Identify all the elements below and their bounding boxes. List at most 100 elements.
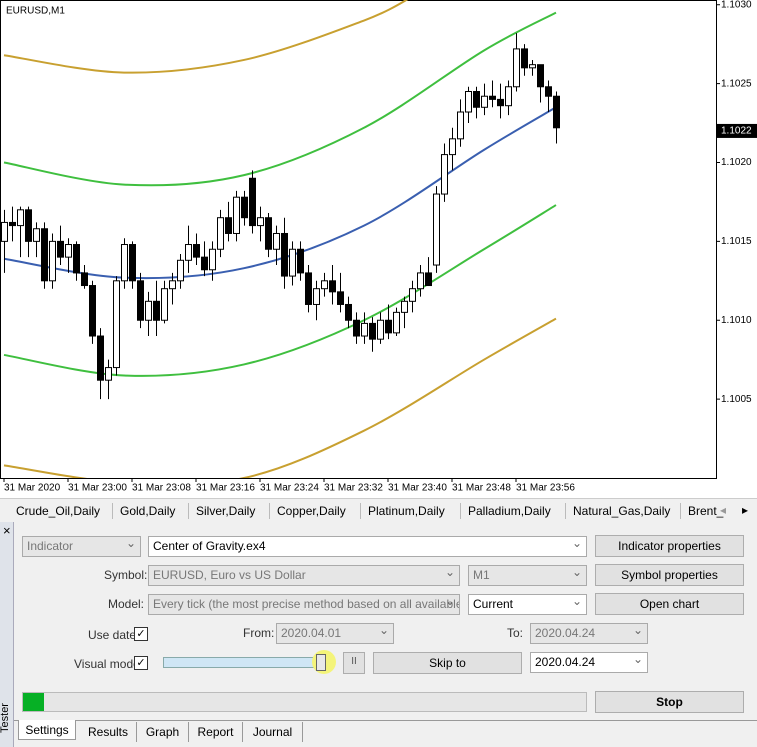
candle-body: [433, 193, 440, 266]
tab-separator: [565, 503, 566, 519]
bottom-tab[interactable]: Report: [189, 722, 243, 742]
candle-body: [377, 319, 384, 340]
to-date[interactable]: 2020.04.24: [530, 623, 648, 644]
candle-body: [409, 288, 416, 302]
chart-title: EURUSD,M1: [6, 6, 65, 17]
from-date[interactable]: 2020.04.01: [276, 623, 394, 644]
bottom-tab[interactable]: Journal: [243, 722, 303, 742]
tab-separator: [460, 503, 461, 519]
candle-body: [209, 248, 216, 271]
bottom-tab[interactable]: Graph: [137, 722, 189, 742]
visual-mode-checkbox[interactable]: ✓: [134, 656, 148, 670]
symbol-select[interactable]: EURUSD, Euro vs US Dollar: [148, 565, 460, 586]
candle-body: [521, 48, 528, 69]
candle-body: [73, 244, 80, 274]
period-select[interactable]: M1: [468, 565, 587, 586]
symbol-tab[interactable]: Silver,Daily: [196, 504, 256, 518]
candle-body: [129, 244, 136, 282]
x-tick-label: 31 Mar 23:32: [324, 483, 383, 494]
candle-body: [465, 90, 472, 113]
side-strip: [0, 522, 14, 747]
candle-body: [217, 217, 224, 250]
indicator-properties-button[interactable]: Indicator properties: [595, 535, 744, 557]
candle-body: [289, 248, 296, 277]
candle-body: [225, 217, 232, 234]
y-tick-label: 1.1005: [721, 394, 752, 405]
symbol-tab[interactable]: Platinum,Daily: [368, 504, 445, 518]
spread-select[interactable]: Current: [468, 594, 587, 615]
stop-button[interactable]: Stop: [595, 691, 744, 713]
x-tick-label: 31 Mar 2020: [4, 483, 61, 494]
close-button[interactable]: ×: [3, 523, 11, 538]
symbol-tab[interactable]: Copper,Daily: [277, 504, 346, 518]
candle-body: [449, 138, 456, 156]
symbol-tab[interactable]: Natural_Gas,Daily: [573, 504, 671, 518]
candle-body: [201, 256, 208, 271]
symbol-tab[interactable]: Brent_: [688, 504, 724, 518]
candle-body: [33, 228, 40, 242]
y-tick-label: 1.1020: [721, 157, 752, 168]
indicator-line: [3, 317, 557, 478]
candle-body: [145, 300, 152, 321]
candle-body: [81, 272, 88, 287]
candle-body: [241, 196, 248, 219]
candle-body: [545, 86, 552, 97]
candle-body: [457, 111, 464, 140]
candle-body: [185, 244, 192, 261]
skip-to-button[interactable]: Skip to: [373, 652, 522, 674]
expert-file[interactable]: Center of Gravity.ex4: [148, 536, 587, 557]
y-tick-label: 1.1015: [721, 236, 752, 247]
candle-body: [121, 244, 128, 282]
candle-body: [345, 303, 352, 321]
candle-body: [113, 280, 120, 369]
candle-body: [473, 90, 480, 108]
candle-body: [385, 319, 392, 334]
tab-scroll-right[interactable]: ▸: [742, 503, 749, 517]
candle-body: [169, 280, 176, 290]
model-select[interactable]: Every tick (the most precise method base…: [148, 594, 460, 615]
candle-body: [441, 154, 448, 195]
bottom-tab[interactable]: Results: [80, 722, 137, 742]
x-tick-label: 31 Mar 23:16: [196, 483, 255, 494]
symbol-tab[interactable]: Crude_Oil,Daily: [16, 504, 101, 518]
expert-type[interactable]: Indicator: [22, 536, 141, 557]
pause-button[interactable]: II: [343, 652, 365, 674]
candle-body: [537, 64, 544, 88]
candle-body: [89, 285, 96, 337]
candle-body: [57, 240, 64, 258]
symbol-tab[interactable]: Palladium,Daily: [468, 504, 551, 518]
use-date-checkbox[interactable]: ✓: [134, 627, 148, 641]
candle-body: [161, 288, 168, 321]
candle-body: [393, 311, 400, 334]
slider-thumb[interactable]: [316, 654, 326, 671]
candle-body: [105, 367, 112, 381]
candle-body: [505, 86, 512, 107]
candle-body: [337, 291, 344, 305]
to-label: To:: [507, 626, 524, 640]
candle-body: [65, 244, 72, 258]
symbol-tab[interactable]: Gold,Daily: [120, 504, 176, 518]
speed-slider[interactable]: [163, 657, 330, 668]
candle-body: [305, 272, 312, 305]
skip-date[interactable]: 2020.04.24: [530, 652, 648, 673]
tab-separator: [269, 503, 270, 519]
candle-body: [17, 209, 24, 227]
bottom-tab[interactable]: Settings: [18, 720, 76, 740]
candle-body: [553, 95, 560, 129]
use-date-label: Use date: [88, 628, 137, 642]
side-label: Tester: [0, 703, 11, 733]
candle-body: [297, 248, 304, 274]
plot-frame: [0, 0, 717, 479]
tab-scroll-left[interactable]: ◂: [720, 503, 727, 517]
price-marker: [717, 123, 757, 138]
candle-body: [313, 288, 320, 305]
candle-body: [273, 232, 280, 250]
candle-body: [425, 272, 432, 287]
open-chart-button[interactable]: Open chart: [595, 593, 744, 615]
tab-line: [14, 720, 757, 721]
y-tick-label: 1.1030: [721, 0, 752, 10]
candle-body: [137, 280, 144, 321]
candle-body: [153, 300, 160, 321]
symbol-properties-button[interactable]: Symbol properties: [595, 564, 744, 586]
